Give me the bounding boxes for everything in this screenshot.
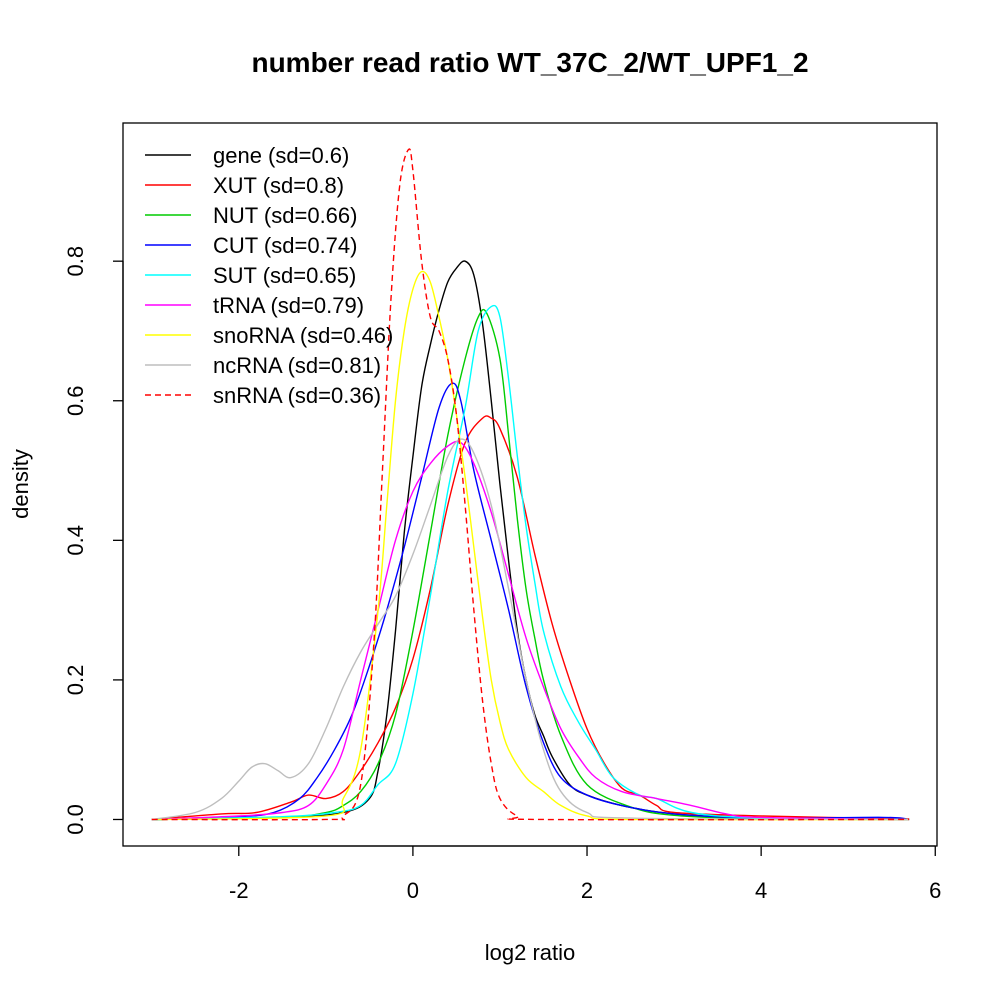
- legend-label-tRNA: tRNA (sd=0.79): [213, 293, 364, 318]
- legend-label-CUT: CUT (sd=0.74): [213, 233, 357, 258]
- y-tick-label: 0.4: [63, 525, 88, 556]
- x-tick-label: 2: [581, 878, 593, 903]
- density-curves: [151, 148, 910, 821]
- y-tick-label: 0.2: [63, 665, 88, 696]
- legend-label-ncRNA: ncRNA (sd=0.81): [213, 353, 381, 378]
- chart-title: number read ratio WT_37C_2/WT_UPF1_2: [251, 47, 808, 78]
- x-tick-label: -2: [229, 878, 249, 903]
- y-tick-label: 0.8: [63, 246, 88, 277]
- x-tick-label: 6: [929, 878, 941, 903]
- legend-label-gene: gene (sd=0.6): [213, 143, 349, 168]
- y-tick-label: 0.6: [63, 385, 88, 416]
- x-axis: -2 0 2 4 6: [229, 845, 941, 903]
- curve-NUT: [151, 308, 910, 821]
- curve-CUT: [151, 382, 910, 821]
- legend-label-snoRNA: snoRNA (sd=0.46): [213, 323, 393, 348]
- x-axis-label: log2 ratio: [485, 940, 576, 965]
- x-tick-label: 0: [407, 878, 419, 903]
- legend-label-snRNA: snRNA (sd=0.36): [213, 383, 381, 408]
- legend: gene (sd=0.6) XUT (sd=0.8) NUT (sd=0.66) CU…: [145, 143, 393, 408]
- y-axis: 0.0 0.2 0.4 0.6 0.8: [63, 246, 124, 835]
- plot-frame: [122, 122, 938, 847]
- curve-snRNA: [151, 148, 910, 821]
- curve-tRNA: [151, 440, 910, 821]
- legend-label-XUT: XUT (sd=0.8): [213, 173, 344, 198]
- curve-ncRNA: [151, 438, 910, 821]
- legend-label-NUT: NUT (sd=0.66): [213, 203, 357, 228]
- x-tick-label: 4: [755, 878, 767, 903]
- legend-label-SUT: SUT (sd=0.65): [213, 263, 356, 288]
- y-tick-label: 0.0: [63, 804, 88, 835]
- y-axis-label: density: [8, 449, 33, 519]
